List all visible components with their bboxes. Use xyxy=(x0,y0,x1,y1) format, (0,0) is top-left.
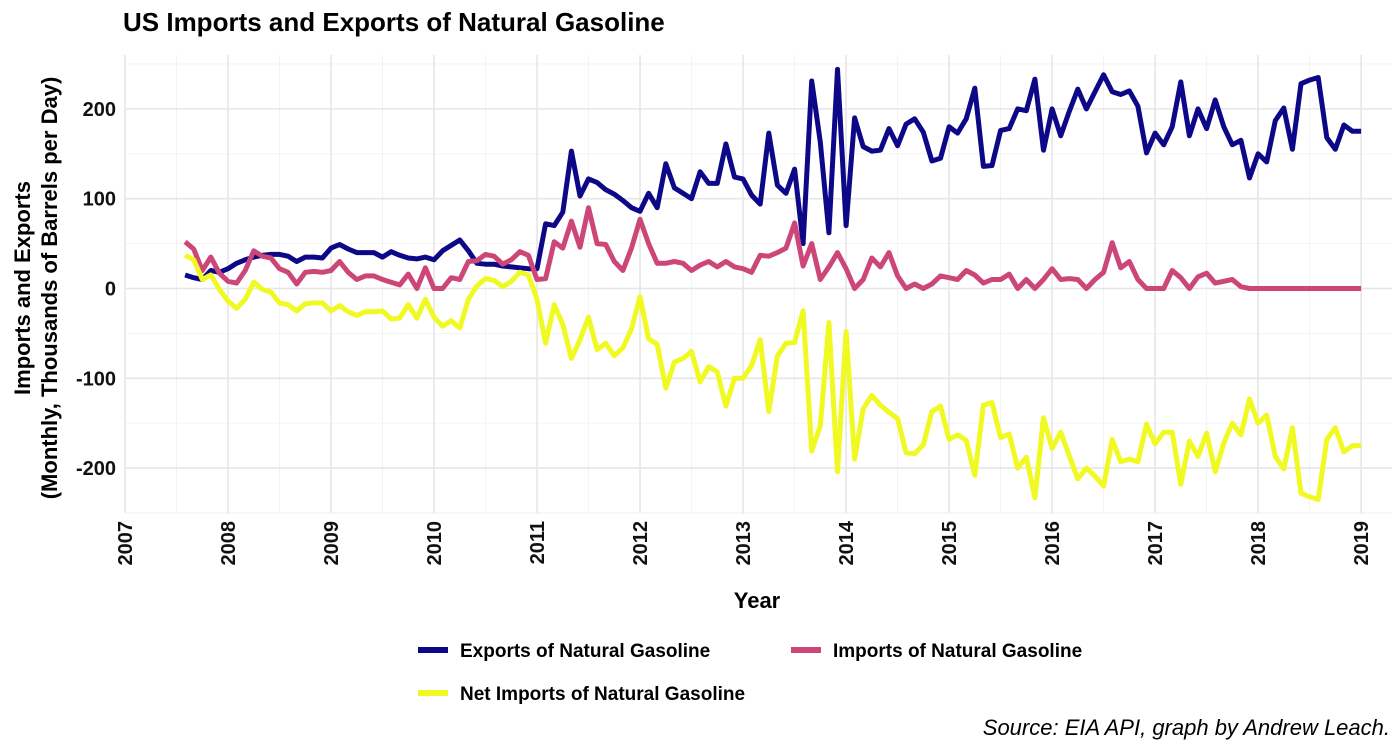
series-lines xyxy=(183,66,1362,502)
y-axis-title-line-2: (Monthly, Thousands of Barrels per Day) xyxy=(37,77,62,500)
x-tick-label: 2008 xyxy=(218,521,240,566)
y-tick-label: -100 xyxy=(76,368,116,390)
x-tick-label: 2018 xyxy=(1248,521,1270,566)
x-tick-label: 2009 xyxy=(321,521,343,566)
y-tick-label: -200 xyxy=(76,458,116,480)
x-axis-tick-labels: 2007 2008 2009 2010 2011 2012 2013 2014 2015 2016… xyxy=(115,520,1373,565)
x-tick-label: 2014 xyxy=(836,520,858,565)
x-axis-title: Year xyxy=(734,588,781,613)
y-tick-label: 100 xyxy=(83,189,116,211)
y-tick-label: 0 xyxy=(105,278,116,300)
source-caption: Source: EIA API, graph by Andrew Leach. xyxy=(983,715,1390,740)
series-line-exports-of-natural-gasoline xyxy=(184,66,1362,282)
y-axis-title-line-1: Imports and Exports xyxy=(10,181,35,395)
legend-label-net-imports: Net Imports of Natural Gasoline xyxy=(460,684,745,705)
y-axis-title: Imports and Exports (Monthly, Thousands … xyxy=(10,77,62,500)
x-tick-label: 2012 xyxy=(630,521,652,566)
x-tick-label: 2015 xyxy=(939,521,961,566)
x-tick-label: 2010 xyxy=(424,521,446,566)
legend: Exports of Natural Gasoline Imports of N… xyxy=(418,641,1082,705)
x-tick-label: 2007 xyxy=(115,521,137,566)
y-axis-tick-labels: -200 -100 0 100 200 xyxy=(76,99,116,480)
x-tick-label: 2013 xyxy=(733,521,755,566)
legend-label-imports: Imports of Natural Gasoline xyxy=(833,641,1082,662)
x-tick-label: 2017 xyxy=(1145,521,1167,566)
x-tick-label: 2019 xyxy=(1351,521,1373,566)
gridlines xyxy=(124,55,1392,514)
y-tick-label: 200 xyxy=(83,99,116,121)
chart-title: US Imports and Exports of Natural Gasoli… xyxy=(123,7,665,37)
x-tick-label: 2016 xyxy=(1042,521,1064,566)
legend-label-exports: Exports of Natural Gasoline xyxy=(460,641,710,662)
series-line-imports-of-natural-gasoline xyxy=(183,205,1362,291)
x-tick-label: 2011 xyxy=(527,521,549,564)
series-line-net-imports-of-natural-gasoline xyxy=(183,253,1362,502)
